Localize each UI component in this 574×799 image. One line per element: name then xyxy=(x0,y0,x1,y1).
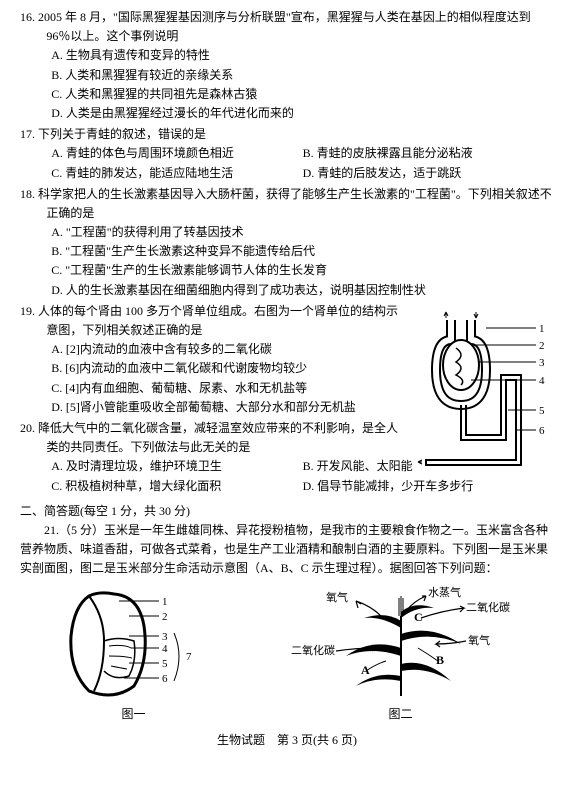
nephron-label-4: 4 xyxy=(539,375,545,387)
fig1-label-3: 3 xyxy=(162,631,168,643)
q19-opt-b: B. [6]内流动的血液中二氧化碳和代谢废物均较少 xyxy=(20,359,400,378)
fig2-A: A xyxy=(361,663,370,677)
fig2-co2-l: 二氧化碳 xyxy=(291,643,335,657)
nephron-label-3: 3 xyxy=(539,357,545,369)
q17-opt-a: A. 青蛙的体色与周围环境颜色相近 xyxy=(51,144,302,163)
q17-stem: 17. 下列关于青蛙的叙述，错误的是 xyxy=(20,125,554,144)
q20-opt-b: B. 开发风能、太阳能 xyxy=(303,457,413,476)
q17-opt-c: C. 青蛙的肺发达，能适应陆地生活 xyxy=(51,164,302,183)
q16-opt-d: D. 人类是由黑猩猩经过漫长的年代进化而来的 xyxy=(20,104,554,123)
fig1-wrap: 1 2 3 4 5 6 7 图一 xyxy=(59,586,209,724)
nephron-label-1: 1 xyxy=(539,323,545,335)
q16: 16. 2005 年 8 月，"国际黑猩猩基因测序与分析联盟"宣布，黑猩猩与人类… xyxy=(20,8,554,123)
q19-opt-c: C. [4]内有血细胞、葡萄糖、尿素、水和无机盐等 xyxy=(20,379,400,398)
page-footer: 生物试题 第 3 页(共 6 页) xyxy=(20,731,554,750)
fig1-caption: 图一 xyxy=(121,705,145,724)
fig2-vapor: 水蒸气 xyxy=(428,586,461,599)
nephron-label-2: 2 xyxy=(539,340,545,352)
q20-stem: 20. 降低大气中的二氧化碳含量，减轻温室效应带来的不利影响，是全人类的共同责任… xyxy=(20,419,400,457)
fig1-corn-seed: 1 2 3 4 5 6 7 xyxy=(59,586,209,701)
fig1-label-7: 7 xyxy=(186,651,192,663)
fig1-label-2: 2 xyxy=(162,611,168,623)
q18: 18. 科学家把人的生长激素基因导入大肠杆菌，获得了能够生产生长激素的"工程菌"… xyxy=(20,185,554,300)
q19-opt-a: A. [2]内流动的血液中含有较多的二氧化碳 xyxy=(20,340,400,359)
fig2-wrap: 氧气 水蒸气 二氧化碳 氧气 二氧化碳 A B C 图二 xyxy=(286,586,516,724)
nephron-diagram: 1 2 3 4 5 6 xyxy=(416,310,556,480)
fig2-oxy2: 氧气 xyxy=(468,633,490,647)
q21-lead: 21.（5 分）玉米是一年生雌雄同株、异花授粉植物，是我市的主要粮食作物之一。玉… xyxy=(20,521,554,579)
section2-heading: 二、简答题(每空 1 分，共 30 分) xyxy=(20,502,554,521)
fig2-oxy: 氧气 xyxy=(326,590,348,604)
q16-stem: 16. 2005 年 8 月，"国际黑猩猩基因测序与分析联盟"宣布，黑猩猩与人类… xyxy=(20,8,554,46)
q17: 17. 下列关于青蛙的叙述，错误的是 A. 青蛙的体色与周围环境颜色相近 B. … xyxy=(20,125,554,183)
fig2-corn-plant: 氧气 水蒸气 二氧化碳 氧气 二氧化碳 A B C xyxy=(286,586,516,701)
fig1-label-5: 5 xyxy=(162,658,168,670)
q18-opt-b: B. "工程菌"生产生长激素这种变异不能遗传给后代 xyxy=(20,242,554,261)
q16-opt-c: C. 人类和黑猩猩的共同祖先是森林古猿 xyxy=(20,85,554,104)
fig2-C: C xyxy=(414,610,423,624)
q20-opt-c: C. 积极植树种草，增大绿化面积 xyxy=(51,477,302,496)
q18-stem: 18. 科学家把人的生长激素基因导入大肠杆菌，获得了能够生产生长激素的"工程菌"… xyxy=(20,185,554,223)
fig1-label-1: 1 xyxy=(162,596,168,608)
q16-opt-b: B. 人类和黑猩猩有较近的亲缘关系 xyxy=(20,66,554,85)
figures-row: 1 2 3 4 5 6 7 图一 氧气 水蒸气 二氧化碳 xyxy=(20,586,554,724)
q18-opt-c: C. "工程菌"生产的生长激素能够调节人体的生长发育 xyxy=(20,261,554,280)
fig2-caption: 图二 xyxy=(388,705,412,724)
nephron-label-6: 6 xyxy=(539,425,545,437)
fig2-co2-r: 二氧化碳 xyxy=(466,600,510,614)
q17-opts-row2: C. 青蛙的肺发达，能适应陆地生活 D. 青蛙的后肢发达，适于跳跃 xyxy=(20,164,554,183)
q16-opt-a: A. 生物具有遗传和变异的特性 xyxy=(20,46,554,65)
q17-opts-row1: A. 青蛙的体色与周围环境颜色相近 B. 青蛙的皮肤裸露且能分泌粘液 xyxy=(20,144,554,163)
q19-stem: 19. 人体的每个肾由 100 多万个肾单位组成。右图为一个肾单位的结构示意图，… xyxy=(20,302,400,340)
q18-opt-a: A. "工程菌"的获得利用了转基因技术 xyxy=(20,223,554,242)
q18-opt-d: D. 人的生长激素基因在细菌细胞内得到了成功表达，说明基因控制性状 xyxy=(20,281,554,300)
fig1-label-6: 6 xyxy=(162,673,168,685)
q17-opt-b: B. 青蛙的皮肤裸露且能分泌粘液 xyxy=(303,144,473,163)
fig1-label-4: 4 xyxy=(162,643,168,655)
nephron-label-5: 5 xyxy=(539,405,545,417)
q19-opt-d: D. [5]肾小管能重吸收全部葡萄糖、大部分水和部分无机盐 xyxy=(20,398,400,417)
q17-opt-d: D. 青蛙的后肢发达，适于跳跃 xyxy=(303,164,462,183)
q20-opt-a: A. 及时清理垃圾，维护环境卫生 xyxy=(51,457,302,476)
